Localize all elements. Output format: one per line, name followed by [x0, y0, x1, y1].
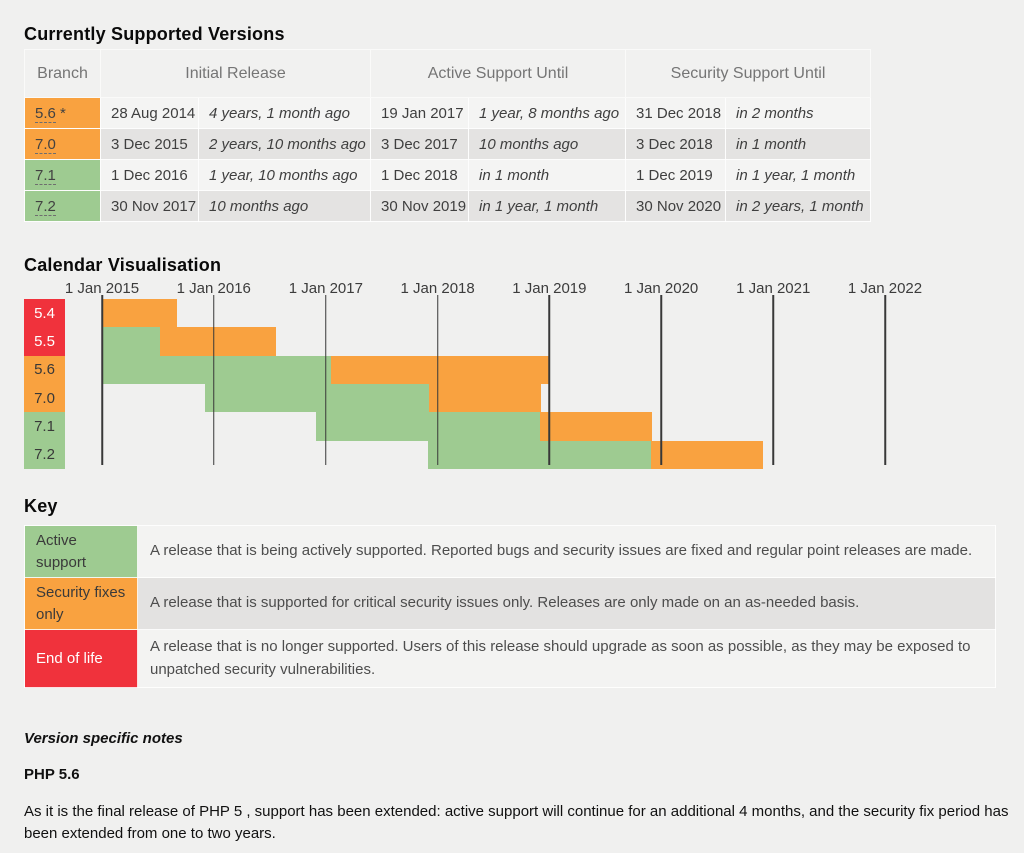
active-support-relative-cell: in 1 year, 1 month [467, 190, 627, 222]
chart-bar-7.1-security [539, 412, 652, 441]
initial-release-relative-cell: 4 years, 1 month ago [198, 97, 371, 129]
active-support-relative-cell: 10 months ago [467, 128, 627, 160]
version-row-label-7.1: 7.1 [24, 412, 65, 441]
active-support-date-cell: 3 Dec 2017 [370, 128, 469, 160]
axis-tick-label: 1 Jan 2021 [736, 280, 811, 297]
axis-tick-label: 1 Jan 2019 [512, 280, 587, 297]
calendar-chart: 5.4 5.5 5.6 7.0 7.1 7.2 1 Jan 2015 1 Jan 2016 1 … [24, 280, 1014, 469]
year-gridline [772, 295, 774, 465]
key-description-security: A release that is supported for critical… [137, 577, 996, 630]
axis-tick-label: 1 Jan 2018 [400, 280, 475, 297]
key-label-eol: End of life [24, 629, 138, 688]
security-support-relative-cell: in 1 year, 1 month [725, 159, 872, 191]
active-support-relative-cell: in 1 month [467, 159, 627, 191]
php56-note-paragraph: As it is the final release of PHP 5 , su… [24, 803, 1009, 842]
chart-bar-5.4-security [102, 299, 178, 328]
axis-tick-label: 1 Jan 2022 [847, 280, 923, 297]
column-header-active-support-until: Active Support Until [369, 49, 627, 98]
initial-release-date-cell: 1 Dec 2016 [100, 159, 199, 191]
chart-bar-5.6-security [331, 355, 550, 384]
initial-release-date-cell: 3 Dec 2015 [100, 128, 199, 160]
chart-bar-5.5-active [102, 327, 161, 356]
branch-link-7.1[interactable]: 7.1 [35, 166, 56, 185]
column-header-security-support-until: Security Support Until [625, 49, 872, 98]
chart-bar-5.6-active [102, 355, 332, 384]
security-support-date-cell: 3 Dec 2018 [625, 128, 727, 160]
active-support-date-cell: 1 Dec 2018 [370, 159, 469, 191]
chart-bar-7.2-active [427, 440, 652, 469]
table-row: 5.6 * 28 Aug 2014 4 years, 1 month ago 19 J… [24, 97, 872, 129]
year-gridline [436, 295, 439, 465]
version-row-label-7.0: 7.0 [24, 384, 65, 413]
active-support-date-cell: 30 Nov 2019 [370, 190, 469, 222]
key-title: Key [24, 496, 58, 516]
calendar-visualisation-title: Calendar Visualisation [24, 255, 222, 275]
axis-tick-label: 1 Jan 2015 [64, 280, 140, 297]
key-description-eol: A release that is no longer supported. U… [137, 629, 996, 688]
version-row-label-5.6: 5.6 [24, 355, 65, 384]
branch-note-asterisk: * [55, 104, 66, 122]
initial-release-date-cell: 30 Nov 2017 [100, 190, 199, 222]
year-gridline [660, 295, 662, 465]
active-support-relative-cell: 1 year, 8 months ago [467, 97, 627, 129]
table-header-row: Branch Initial Release Active Support Un… [24, 49, 872, 98]
security-support-relative-cell: in 2 months [725, 97, 872, 129]
chart-bar-7.2-security [651, 440, 764, 469]
column-header-initial-release: Initial Release [100, 49, 371, 98]
version-notes-heading: Version specific notes [24, 730, 183, 747]
table-row: 7.2 30 Nov 2017 10 months ago 30 Nov 2019 in… [24, 190, 872, 222]
initial-release-relative-cell: 2 years, 10 months ago [198, 128, 371, 160]
year-gridline [101, 295, 103, 465]
security-support-date-cell: 30 Nov 2020 [625, 190, 727, 222]
branch-cell: 7.1 [24, 159, 101, 191]
key-label-security: Security fixes only [24, 577, 138, 630]
branch-link-7.2[interactable]: 7.2 [35, 197, 56, 216]
security-support-relative-cell: in 1 month [725, 128, 872, 160]
branch-link-5.6[interactable]: 5.6 [35, 104, 56, 123]
version-row-label-5.4: 5.4 [24, 299, 65, 328]
table-row: 7.1 1 Dec 2016 1 year, 10 months ago 1 Dec … [24, 159, 872, 191]
version-notes-section: Version specific notes PHP 5.6 As it is … [24, 730, 1024, 845]
security-support-date-cell: 1 Dec 2019 [625, 159, 727, 191]
table-row: 7.0 3 Dec 2015 2 years, 10 months ago 3 Dec… [24, 128, 872, 160]
key-row: Active support A release that is being ac… [24, 525, 996, 578]
version-row-label-7.2: 7.2 [24, 440, 65, 469]
active-support-date-cell: 19 Jan 2017 [370, 97, 469, 129]
column-header-branch: Branch [24, 49, 101, 98]
chart-bar-7.1-active [316, 412, 540, 441]
key-row: End of life A release that is no longer s… [24, 629, 996, 688]
security-support-date-cell: 31 Dec 2018 [625, 97, 727, 129]
year-gridline [884, 295, 886, 465]
key-description-active: A release that is being actively support… [137, 525, 996, 578]
supported-versions-table: Branch Initial Release Active Support Un… [24, 49, 872, 222]
axis-tick-label: 1 Jan 2020 [624, 280, 699, 297]
year-gridline [213, 295, 215, 465]
branch-cell: 7.2 [24, 190, 101, 222]
supported-versions-title: Currently Supported Versions [24, 24, 285, 44]
key-row: Security fixes only A release that is sup… [24, 577, 996, 630]
security-support-relative-cell: in 2 years, 1 month [725, 190, 872, 222]
axis-tick-label: 1 Jan 2016 [176, 280, 251, 297]
year-gridline [548, 295, 551, 465]
chart-bar-5.5-security [160, 327, 276, 356]
php56-note-heading: PHP 5.6 [24, 766, 80, 783]
branch-cell: 5.6 * [24, 97, 101, 129]
chart-bar-7.0-security [428, 384, 541, 413]
axis-tick-label: 1 Jan 2017 [288, 280, 363, 297]
initial-release-date-cell: 28 Aug 2014 [100, 97, 199, 129]
initial-release-relative-cell: 1 year, 10 months ago [198, 159, 371, 191]
branch-cell: 7.0 [24, 128, 101, 160]
key-table: Active support A release that is being ac… [24, 525, 996, 688]
branch-link-7.0[interactable]: 7.0 [35, 135, 56, 154]
year-gridline [325, 295, 327, 465]
key-label-active: Active support [24, 525, 138, 578]
chart-bar-7.0-active [204, 384, 429, 413]
initial-release-relative-cell: 10 months ago [198, 190, 371, 222]
version-row-label-5.5: 5.5 [24, 327, 65, 356]
